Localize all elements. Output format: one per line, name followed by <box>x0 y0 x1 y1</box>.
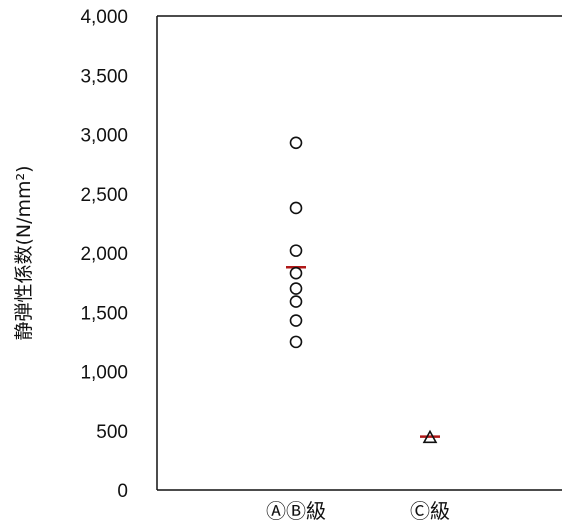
y-tick-label: 2,000 <box>80 244 128 265</box>
x-category-label: Ⓒ級 <box>410 499 450 523</box>
y-tick-label: 2,500 <box>80 185 128 206</box>
data-point-circle <box>289 201 303 215</box>
y-tick-label: 3,000 <box>80 126 128 147</box>
data-point-circle <box>289 314 303 327</box>
data-point-circle <box>289 136 303 150</box>
data-point-circle <box>289 266 303 280</box>
data-marks <box>286 136 440 444</box>
axes <box>156 15 562 491</box>
x-category-labels: ⒶⒷ級 Ⓒ級 <box>266 499 450 523</box>
x-category-label: ⒶⒷ級 <box>266 499 326 523</box>
y-axis-label: 静弾性係数(N/mm²) <box>13 165 35 340</box>
data-point-triangle <box>422 429 438 444</box>
y-tick-label: 0 <box>117 481 128 502</box>
data-point-circle <box>289 244 303 257</box>
data-point-circle <box>289 335 303 349</box>
y-tick-label: 1,500 <box>80 303 128 324</box>
y-tick-label: 500 <box>96 422 128 443</box>
data-point-circle <box>289 295 303 308</box>
y-tick-label: 3,500 <box>80 66 128 87</box>
y-tick-labels: 0 500 1,000 1,500 2,000 2,500 3,000 3,500 4,000 <box>80 7 128 502</box>
y-tick-label: 4,000 <box>80 7 128 28</box>
y-tick-label: 1,000 <box>80 363 128 384</box>
data-point-circle <box>289 282 303 295</box>
